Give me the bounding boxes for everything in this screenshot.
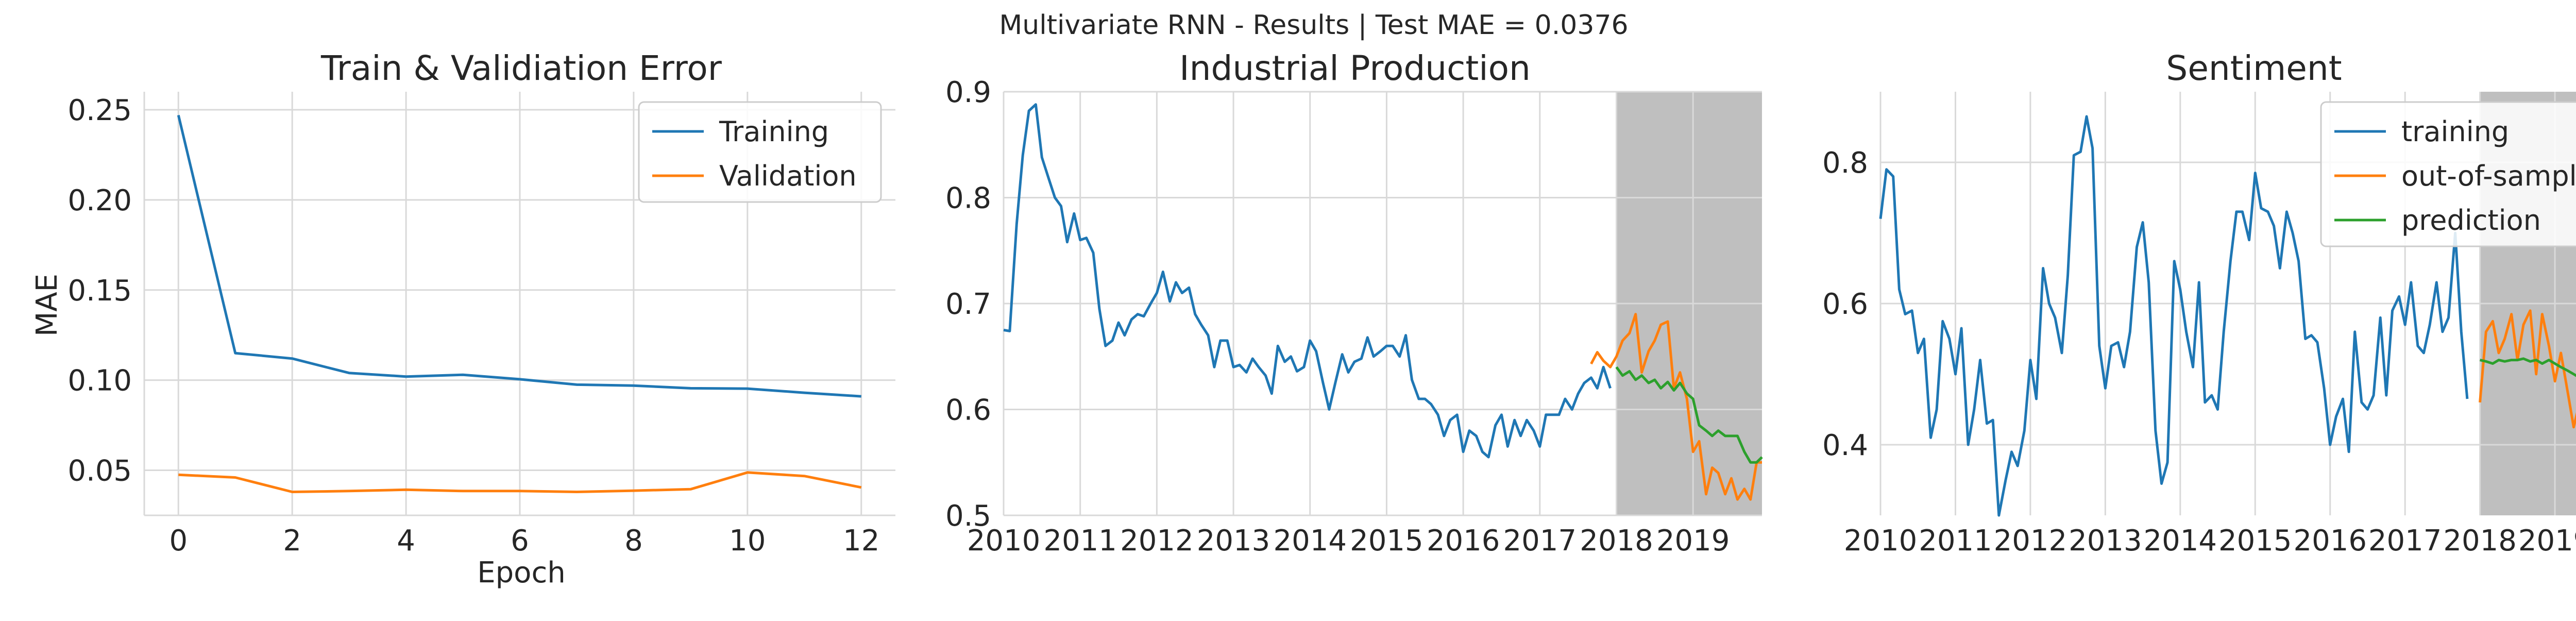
series-line-training xyxy=(177,114,861,398)
x-tick-label: 2010 xyxy=(967,524,1041,558)
x-tick-label: 8 xyxy=(624,524,643,558)
y-tick-label: 0.6 xyxy=(1822,288,1868,321)
series-lines xyxy=(1879,115,2576,517)
legend-label: training xyxy=(2401,115,2509,148)
legend-label: prediction xyxy=(2401,204,2541,237)
x-tick-label: 2016 xyxy=(1427,524,1500,558)
x-tick-label: 2014 xyxy=(2144,524,2217,558)
legend-label: Training xyxy=(719,115,829,148)
series-line-training xyxy=(1879,115,2469,517)
series-line-out-of-sample xyxy=(1590,313,1762,501)
x-axis-label: Epoch xyxy=(477,556,565,590)
x-tick-label: 2013 xyxy=(2069,524,2142,558)
y-tick-label: 0.7 xyxy=(945,288,991,321)
grid xyxy=(1003,91,1762,516)
y-tick-label: 0.8 xyxy=(1822,146,1868,180)
legend: Training Validation xyxy=(638,101,882,203)
y-tick-label: 0.05 xyxy=(67,455,132,488)
x-tick-label: 2015 xyxy=(2218,524,2292,558)
legend-label: Validation xyxy=(719,160,857,192)
x-tick-label: 2016 xyxy=(2293,524,2367,558)
x-tick-label: 0 xyxy=(169,524,188,558)
tick-labels: 0 2 4 6 8 10 12 0.05 0.10 0.15 0.20 0.25 xyxy=(67,94,879,558)
series-line-prediction xyxy=(1615,366,1763,464)
legend-label: out-of-sample xyxy=(2401,160,2576,192)
x-tick-label: 2017 xyxy=(2368,524,2442,558)
x-tick-label: 2019 xyxy=(2518,524,2576,558)
y-tick-label: 0.9 xyxy=(945,76,991,109)
panel-sentiment: Sentiment 2010 2011 2012 2013 2014 2015 2016 20… xyxy=(1822,48,2576,558)
panel-title: Train & Validiation Error xyxy=(320,48,722,88)
x-tick-label: 2013 xyxy=(1197,524,1270,558)
x-tick-label: 2012 xyxy=(1120,524,1194,558)
x-tick-label: 2011 xyxy=(1919,524,1992,558)
x-tick-label: 4 xyxy=(397,524,415,558)
y-tick-label: 0.6 xyxy=(945,394,991,427)
panel-train-validation-error: Train & Validiation Error Epoch MAE 0 2 4 6… xyxy=(30,48,895,590)
y-tick-label: 0.4 xyxy=(1822,429,1868,462)
x-tick-label: 12 xyxy=(843,524,879,558)
tick-labels: 2010201120122013201420152016201720182019… xyxy=(1822,146,2576,558)
series-lines xyxy=(1003,103,1763,501)
series-line-training xyxy=(1003,103,1612,459)
panel-industrial-production: Industrial Production 2010 2011 2012 2013 20… xyxy=(945,48,1763,558)
y-tick-label: 0.20 xyxy=(67,184,132,217)
x-tick-label: 2019 xyxy=(1656,524,1730,558)
x-tick-label: 2 xyxy=(283,524,301,558)
y-tick-label: 0.8 xyxy=(945,182,991,215)
series-line-out-of-sample xyxy=(2479,309,2576,429)
panel-title: Sentiment xyxy=(2166,48,2342,88)
x-tick-label: 2018 xyxy=(2443,524,2517,558)
series-line-prediction xyxy=(2480,357,2576,377)
series-line-validation xyxy=(178,471,862,493)
x-tick-label: 2018 xyxy=(1580,524,1653,558)
y-tick-label: 0.5 xyxy=(945,499,991,533)
x-tick-label: 2015 xyxy=(1350,524,1423,558)
x-tick-label: 2017 xyxy=(1503,524,1577,558)
y-tick-label: 0.15 xyxy=(67,274,132,308)
x-tick-label: 10 xyxy=(729,524,766,558)
panel-title: Industrial Production xyxy=(1179,48,1531,88)
y-tick-label: 0.10 xyxy=(67,364,132,398)
y-axis-label: MAE xyxy=(30,274,64,337)
x-tick-label: 2011 xyxy=(1043,524,1117,558)
legend: training out-of-sample prediction xyxy=(2320,101,2576,247)
x-tick-label: 2010 xyxy=(1844,524,1918,558)
y-tick-label: 0.25 xyxy=(67,94,132,127)
series-lines xyxy=(177,114,862,493)
figure-suptitle: Multivariate RNN - Results | Test MAE = … xyxy=(999,10,1628,41)
x-tick-label: 2014 xyxy=(1273,524,1347,558)
x-tick-label: 6 xyxy=(511,524,529,558)
x-tick-label: 2012 xyxy=(1994,524,2067,558)
legend-box xyxy=(2320,101,2576,247)
